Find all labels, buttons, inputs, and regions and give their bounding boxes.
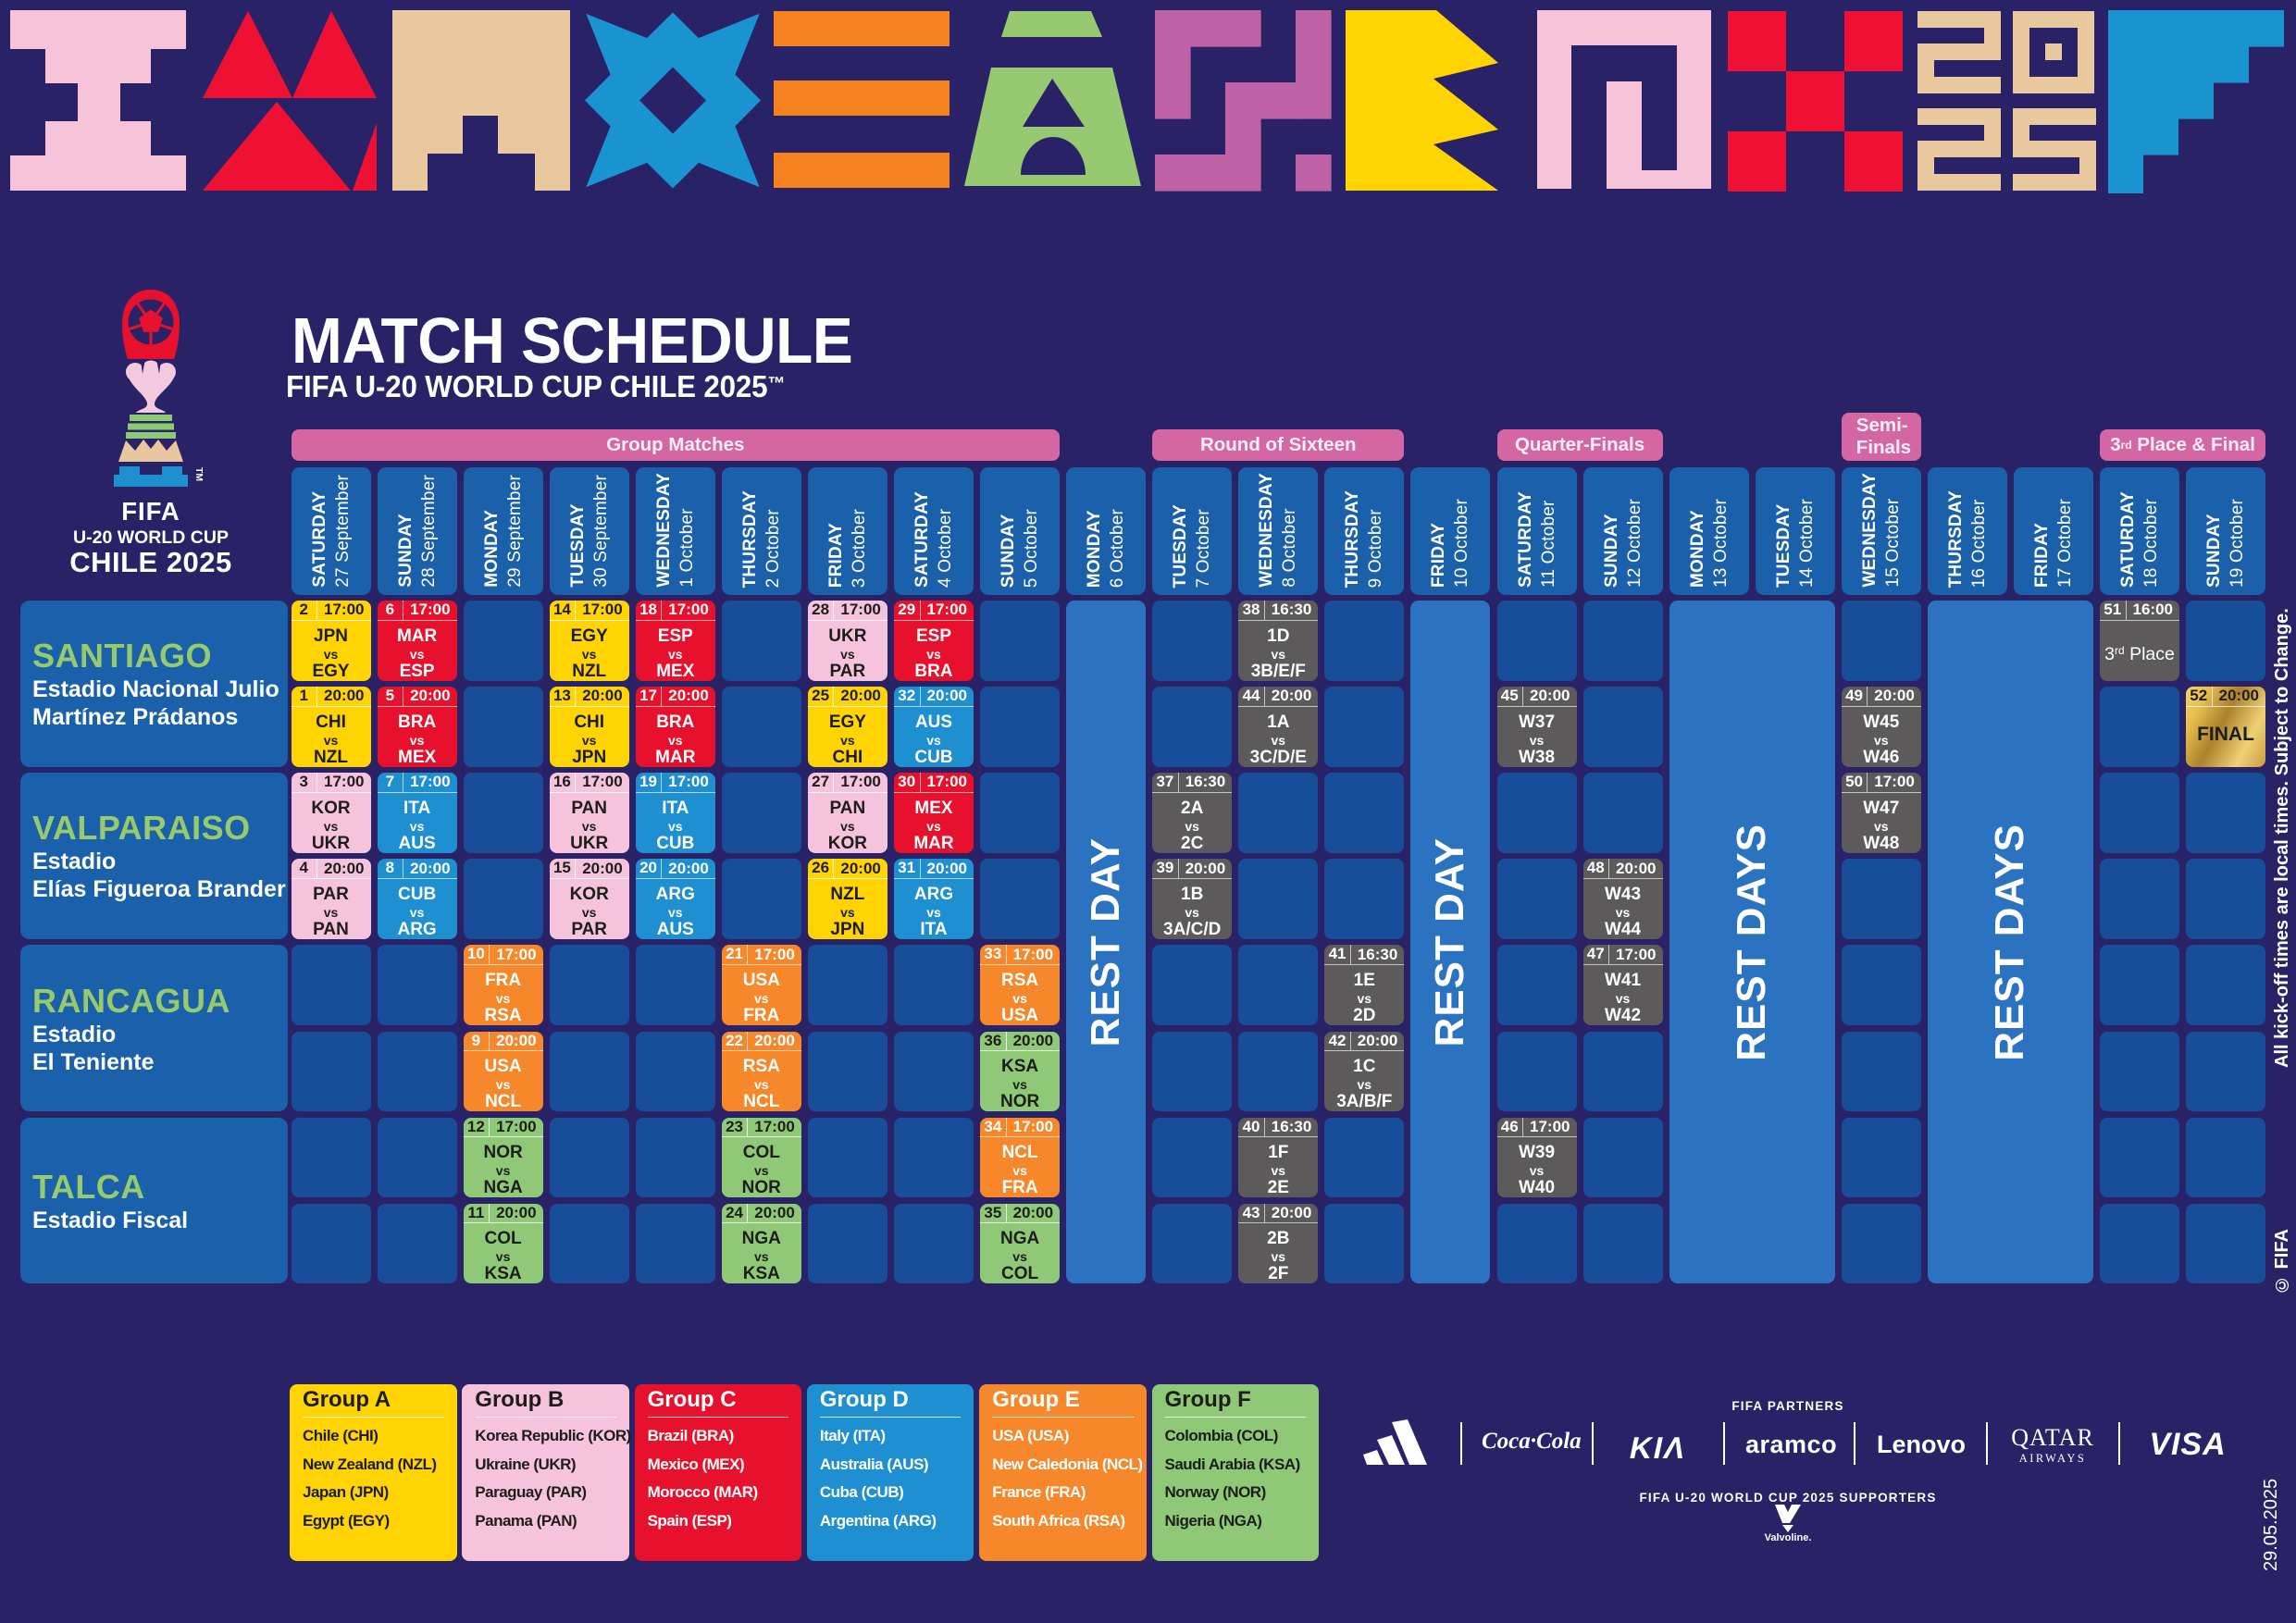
svg-text:U-20 WORLD CUP: U-20 WORLD CUP (73, 527, 229, 548)
svg-text:CHILE 2025: CHILE 2025 (69, 546, 232, 578)
svg-text:Valvoline.: Valvoline. (1765, 1532, 1812, 1542)
svg-text:FIFA: FIFA (121, 497, 180, 526)
svg-text:TM: TM (193, 467, 205, 481)
